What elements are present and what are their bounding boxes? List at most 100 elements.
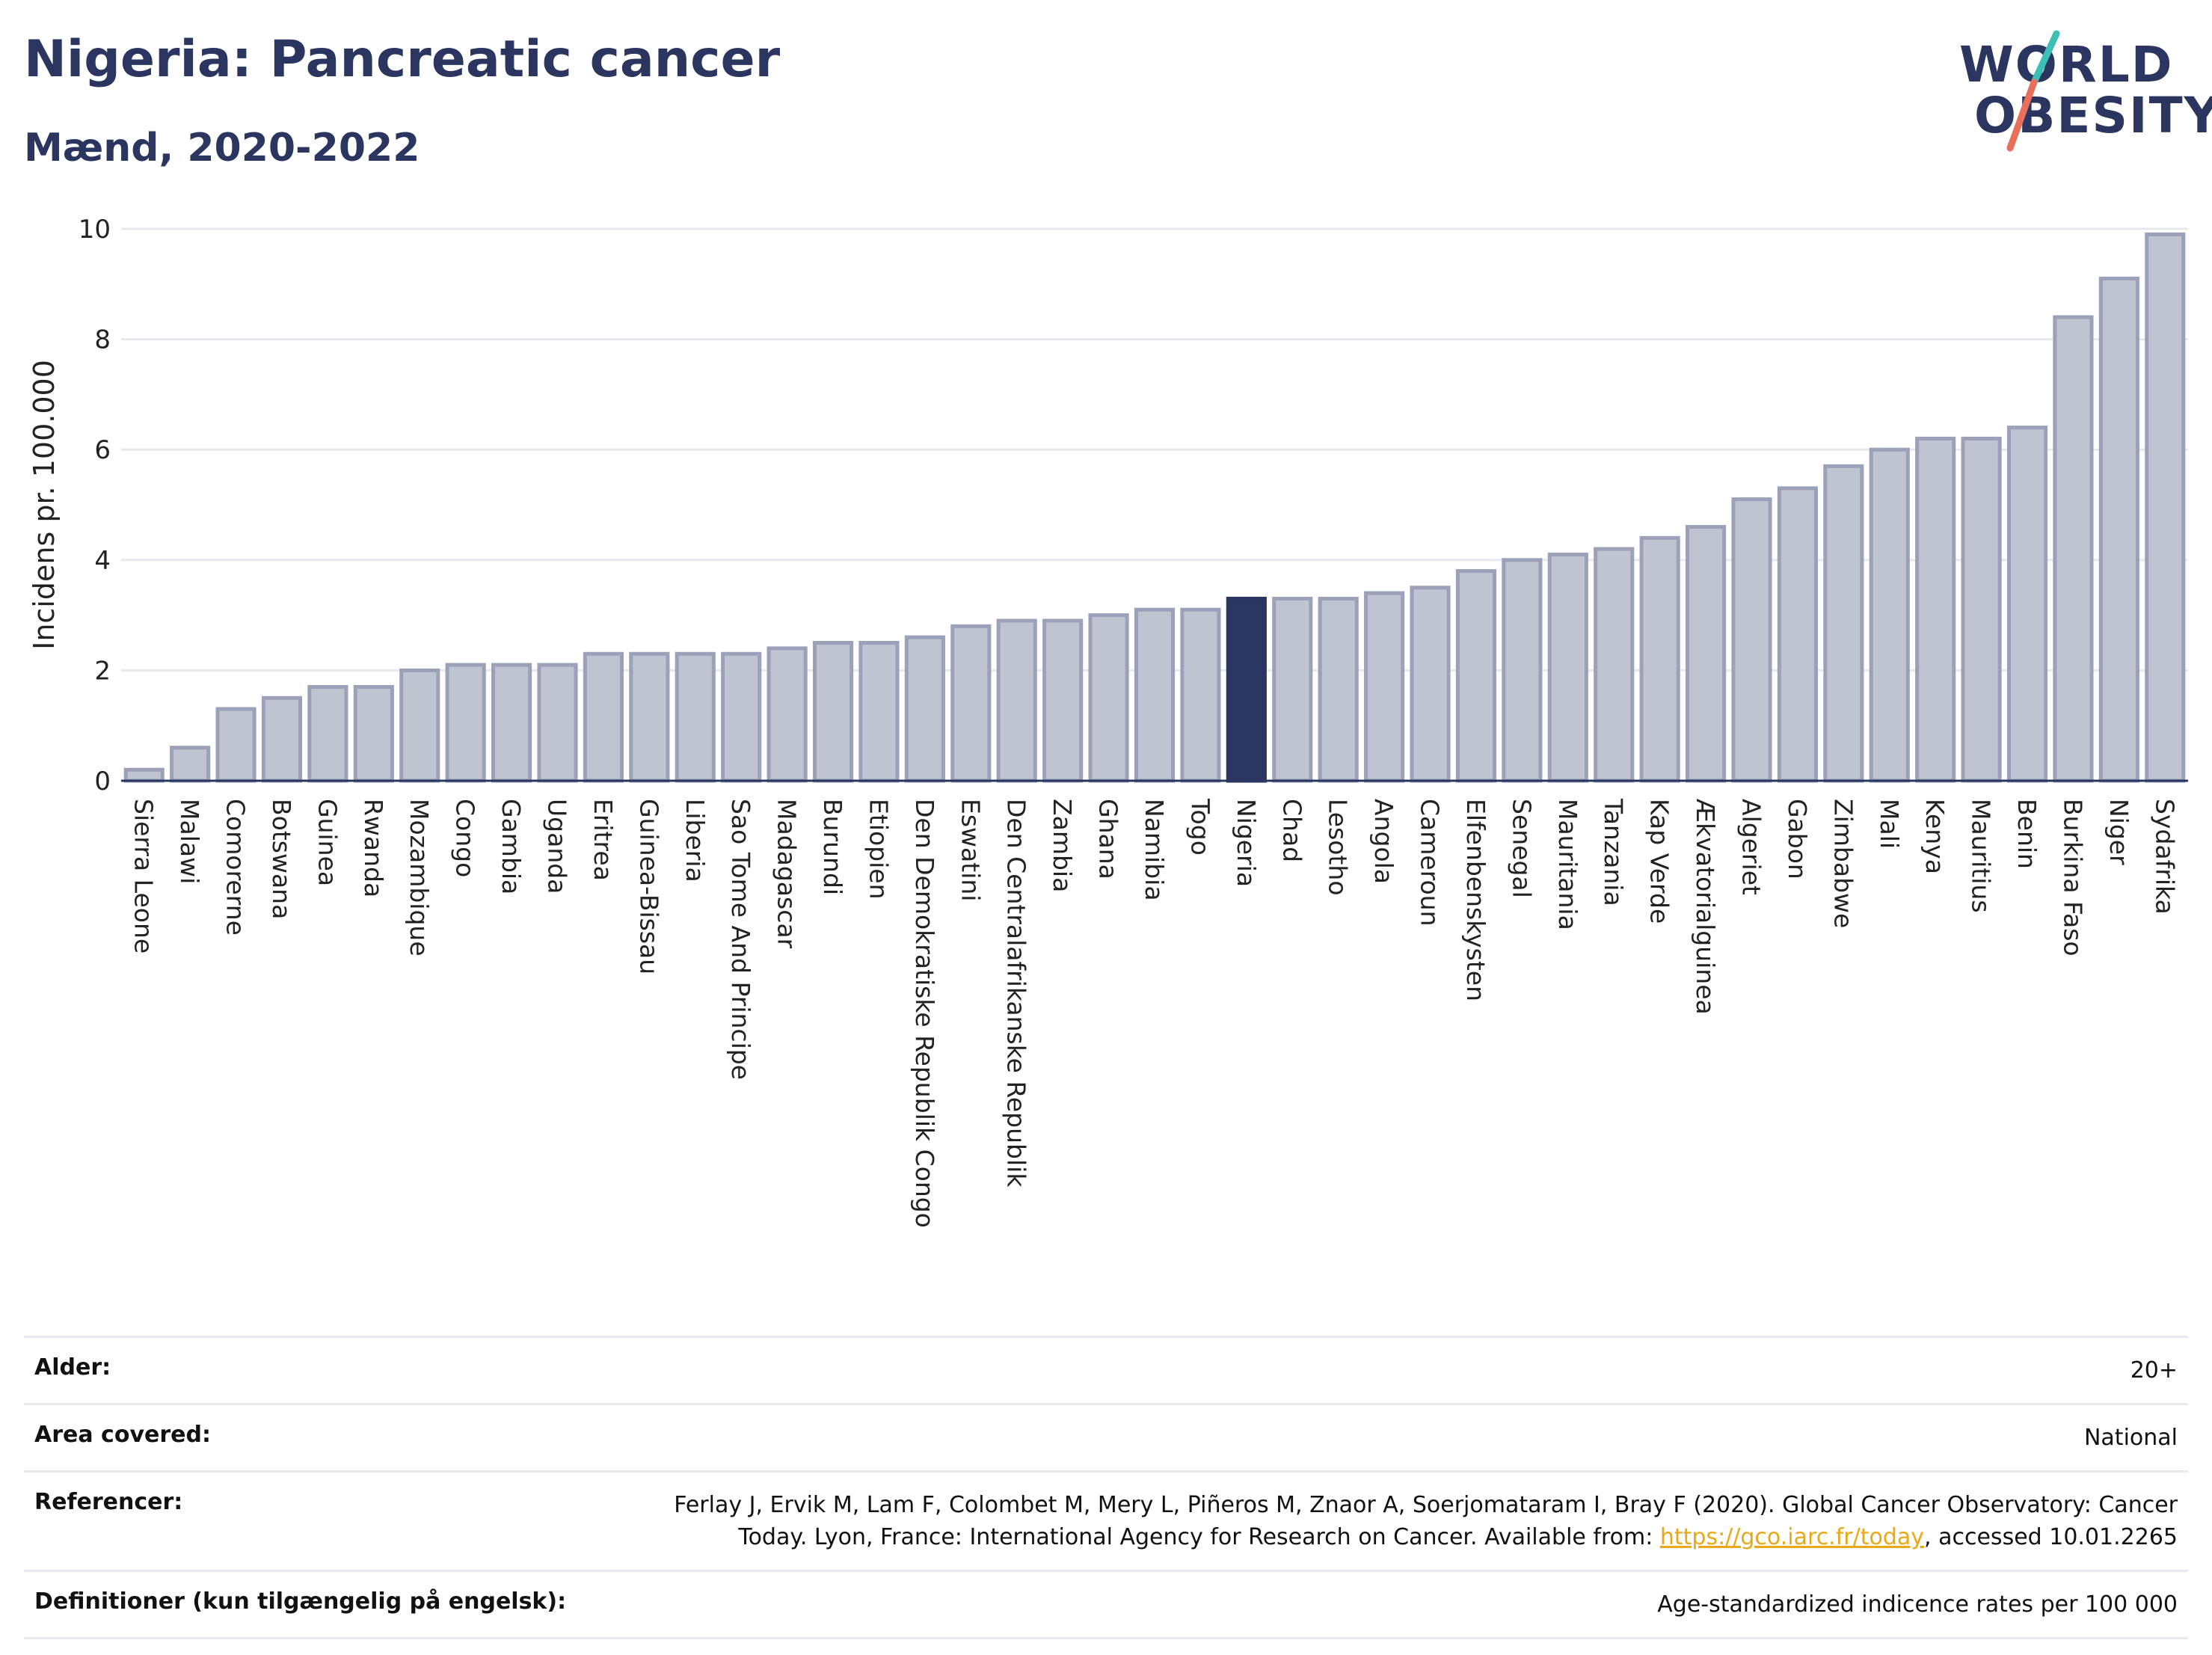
x-axis-labels: Sierra Leone Malawi Comorerne Botswana Guine… [129, 798, 2180, 1228]
x-tick-label: Nigeria [1232, 799, 1261, 887]
x-tick-label: Tanzania [1599, 798, 1628, 906]
bar-tanzania [1594, 547, 1635, 783]
bar-chart: 0 2 4 6 8 10 Sierra Leone Malawi Comorerne Botsw… [28, 215, 2188, 1228]
bar-liberia [675, 651, 716, 783]
logo-slash-icon [2006, 30, 2060, 152]
page-title: Nigeria: Pancreatic cancer [24, 30, 781, 89]
x-tick-label: Lesotho [1324, 799, 1353, 896]
bar-botswana [261, 696, 303, 783]
x-tick-label: Namibia [1140, 799, 1169, 901]
area-label: Area covered: [34, 1422, 211, 1448]
x-tick-label: Uganda [543, 799, 572, 894]
bar-gambia [491, 663, 532, 783]
x-tick-label: Rwanda [359, 799, 388, 897]
bar-sao-tome-and-principe [721, 651, 762, 783]
area-value: National [2083, 1425, 2178, 1451]
bars [123, 232, 2186, 783]
x-tick-label: Benin [2012, 799, 2042, 869]
bar-nigeria [1226, 596, 1267, 783]
x-tick-label: Burundi [818, 799, 847, 895]
x-tick-label: Madagascar [772, 799, 802, 949]
bar-burkina-faso [2053, 315, 2094, 783]
bar-den-centralafrikanske-republik [996, 618, 1037, 783]
bar-angola [1364, 591, 1405, 783]
x-tick-label: Kap Verde [1645, 799, 1674, 924]
bar-algeriet [1731, 497, 1772, 783]
y-axis-ticks: 0 2 4 6 8 10 [79, 215, 111, 796]
bar-madagascar [766, 646, 808, 783]
x-tick-label: Kenya [1920, 799, 1950, 874]
info-row-age: Alder: 20+ [24, 1336, 2188, 1403]
x-tick-label: Elfenbenskysten [1461, 799, 1490, 1001]
bar-chad [1272, 596, 1313, 783]
x-tick-label: Etiopien [864, 799, 893, 899]
bar-guinea-bissau [629, 651, 670, 783]
bar-etiopien [858, 641, 900, 783]
x-tick-label: Algeriet [1736, 799, 1766, 895]
x-tick-label: Malawi [175, 799, 204, 884]
references-text: Ferlay J, Ervik M, Lam F, Colombet M, Me… [674, 1492, 2178, 1550]
info-row-area: Area covered: National [24, 1403, 2188, 1470]
x-tick-label: Sierra Leone [129, 799, 159, 954]
page-subtitle: Mænd, 2020-2022 [24, 126, 420, 171]
x-tick-label: Eswatini [956, 799, 985, 901]
bar-cameroun [1410, 586, 1451, 783]
y-tick-label: 4 [94, 546, 111, 576]
x-tick-label: Chad [1277, 799, 1306, 862]
x-tick-label: Mozambique [405, 799, 434, 957]
x-tick-label: Cameroun [1416, 799, 1445, 927]
bar-congo [445, 663, 486, 783]
bar-rwanda [353, 685, 394, 783]
bar-kap-verde [1639, 535, 1680, 783]
x-tick-label: Burkina Faso [2058, 799, 2087, 957]
x-tick-label: Sydafrika [2150, 799, 2179, 915]
references-accessed: , accessed 10.01.2265 [1924, 1524, 2178, 1550]
bar-ghana [1088, 613, 1129, 783]
references-value: Ferlay J, Ervik M, Lam F, Colombet M, Me… [607, 1489, 2178, 1553]
x-tick-label: Sao Tome And Principe [726, 799, 755, 1080]
x-tick-label: Guinea-Bissau [634, 799, 663, 974]
bar-elfenbenskysten [1455, 569, 1497, 783]
x-tick-label: Togo [1185, 798, 1214, 856]
info-row-references: Referencer: Ferlay J, Ervik M, Lam F, Co… [24, 1470, 2188, 1570]
bar-kenya [1915, 436, 1956, 783]
bar-ækvatorialguinea [1685, 525, 1727, 783]
logo-line-1: WORLD [1959, 36, 2174, 93]
bar-burundi [812, 641, 854, 783]
bar-malawi [170, 746, 211, 783]
y-tick-label: 2 [94, 656, 111, 686]
x-tick-label: Zimbabwe [1828, 799, 1858, 928]
y-tick-label: 6 [94, 435, 111, 465]
x-tick-label: Den Demokratiske Republik Congo [910, 799, 939, 1228]
x-tick-label: Congo [451, 799, 480, 877]
bar-senegal [1502, 558, 1543, 783]
info-row-definitions: Definitioner (kun tilgængelig på engelsk… [24, 1570, 2188, 1639]
y-tick-label: 8 [94, 325, 111, 355]
bar-eswatini [950, 624, 992, 783]
references-link[interactable]: https://gco.iarc.fr/today [1659, 1524, 1925, 1550]
bar-zimbabwe [1823, 464, 1864, 783]
y-tick-label: 0 [94, 767, 111, 796]
bar-eritrea [583, 651, 624, 783]
x-tick-label: Zambia [1048, 799, 1077, 892]
x-tick-label: Mauritius [1967, 799, 1996, 913]
definitions-value: Age-standardized indicence rates per 100… [1657, 1591, 2178, 1618]
x-tick-label: Gambia [497, 799, 526, 894]
x-tick-label: Eritrea [589, 799, 618, 881]
x-tick-label: Gabon [1783, 799, 1812, 879]
bar-den-demokratiske-republik-congo [904, 635, 945, 783]
bar-sydafrika [2145, 232, 2186, 783]
age-label: Alder: [34, 1354, 111, 1381]
bar-sierra-leone [123, 767, 165, 783]
bar-uganda [537, 663, 578, 783]
bar-niger [2098, 276, 2139, 783]
y-axis-title: Incidens pr. 100.000 [28, 360, 61, 650]
bar-gabon [1777, 486, 1818, 783]
x-tick-label: Niger [2104, 799, 2133, 865]
x-tick-label: Ækvatorialguinea [1691, 799, 1720, 1015]
bar-guinea [307, 685, 348, 783]
bar-zambia [1042, 618, 1084, 783]
x-tick-label: Senegal [1507, 799, 1536, 898]
y-tick-label: 10 [79, 215, 111, 245]
info-table: Alder: 20+ Area covered: National Refere… [24, 1336, 2188, 1639]
